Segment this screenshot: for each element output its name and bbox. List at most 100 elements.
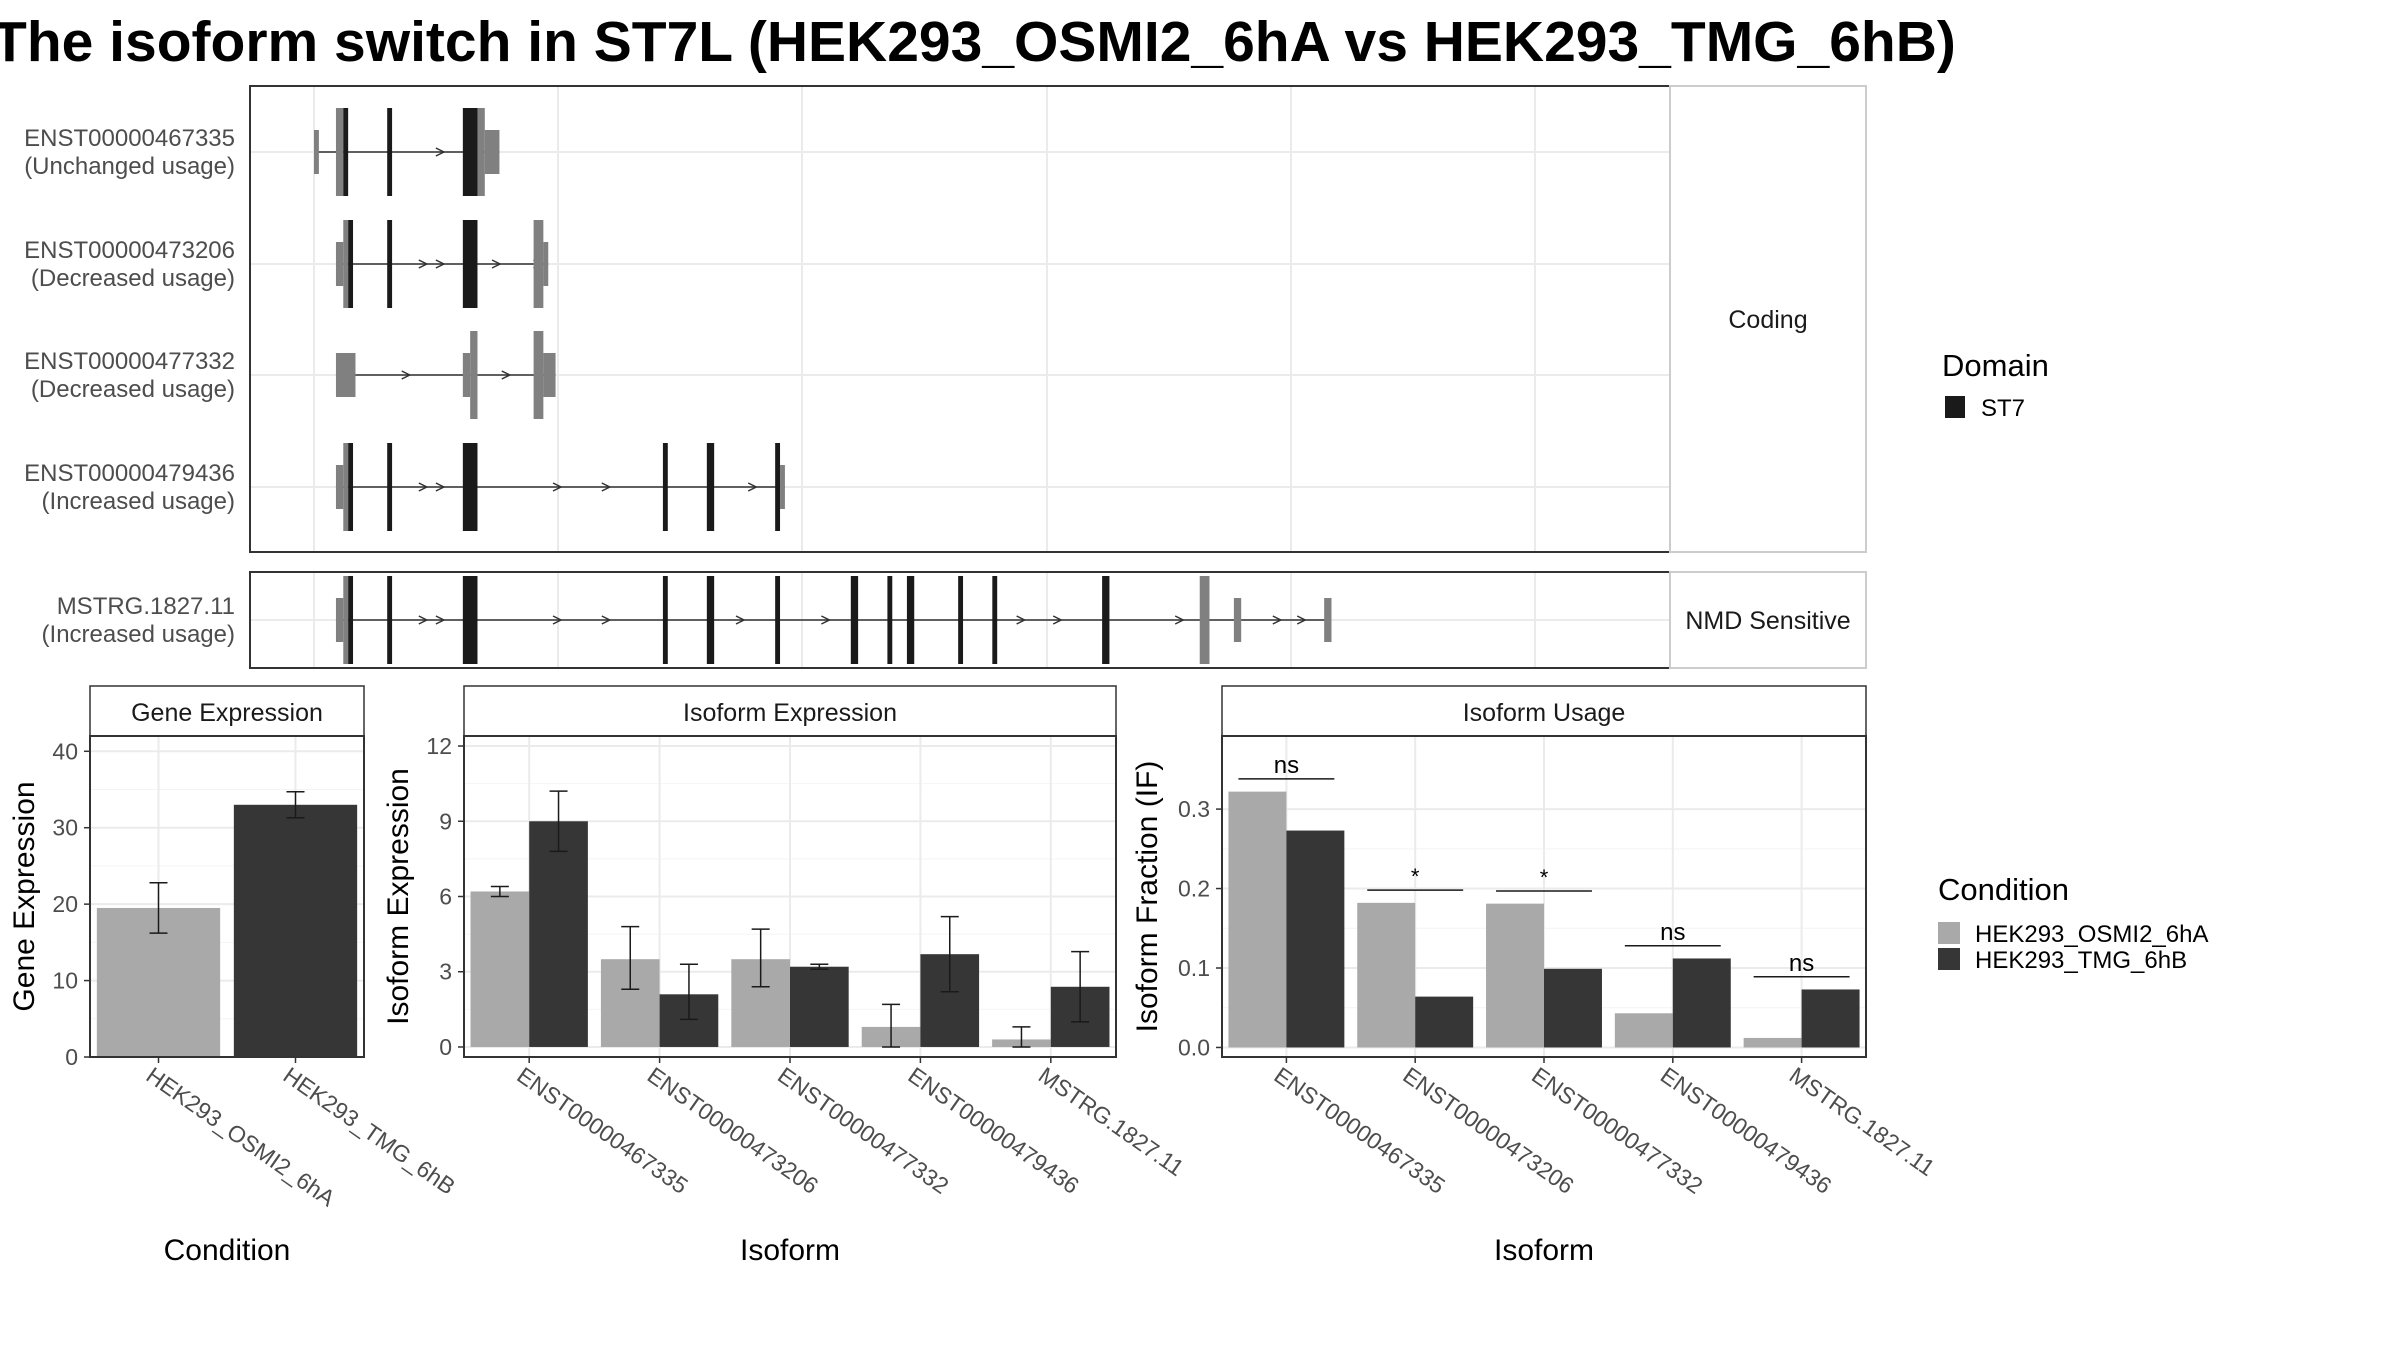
exon-noncoding <box>1324 598 1332 642</box>
bar-osmi2-1 <box>1228 791 1287 1048</box>
panel-border <box>89 735 365 1058</box>
intron-direction-arrow <box>418 259 429 269</box>
exon-domain <box>662 576 668 664</box>
intron-direction-arrow <box>491 259 502 269</box>
intron-direction-arrow <box>1174 615 1185 625</box>
panel-title: Isoform Expression <box>683 699 897 727</box>
transcript-id-label: ENST00000479436 <box>24 460 235 487</box>
y-tick-label: 0.3 <box>1178 796 1210 822</box>
exon-noncoding <box>533 331 544 419</box>
x-axis-title: Isoform <box>740 1234 840 1267</box>
y-axis-title: Gene Expression <box>8 781 41 1011</box>
exon-noncoding <box>543 353 556 397</box>
significance-label: ns <box>1274 752 1299 779</box>
panel-title: Isoform Usage <box>1463 699 1626 727</box>
legend-title: Condition <box>1938 872 2069 907</box>
bar-tmg-4 <box>1672 958 1731 1048</box>
error-bar <box>549 790 568 853</box>
exon-domain <box>462 108 478 196</box>
y-tick-label: 0.0 <box>1178 1034 1210 1060</box>
exon-domain <box>387 108 393 196</box>
transcript-usage-label: (Increased usage) <box>42 621 235 648</box>
exon-noncoding <box>314 130 319 174</box>
bar-tmg-1 <box>529 821 588 1047</box>
chart-title: The isoform switch in ST7L (HEK293_OSMI2… <box>0 10 1956 74</box>
bar-osmi2-1 <box>470 891 530 1047</box>
significance-label: ns <box>1789 950 1814 977</box>
bar-tmg-1 <box>1286 830 1345 1048</box>
exon-noncoding <box>543 242 549 286</box>
exon-domain <box>1102 576 1110 664</box>
y-tick-label: 12 <box>426 733 452 759</box>
intron-direction-arrow <box>418 615 429 625</box>
intron-direction-arrow <box>435 147 446 157</box>
y-tick-label: 0.2 <box>1178 876 1210 902</box>
bar-panel-2: Isoform Expression036912ENST00000467335E… <box>382 685 1189 1267</box>
bar-tmg-5 <box>1801 989 1860 1048</box>
transcript-usage-label: (Decreased usage) <box>31 376 235 403</box>
exon-domain <box>462 443 478 531</box>
exon-domain <box>706 443 715 531</box>
error-bar <box>286 791 305 819</box>
intron-direction-arrow <box>601 482 612 492</box>
bar-tmg-3 <box>790 966 849 1047</box>
facet-label: NMD Sensitive <box>1685 607 1850 635</box>
exon-domain <box>662 443 668 531</box>
transcript-id-label: ENST00000473206 <box>24 237 235 264</box>
y-axis-title: Isoform Expression <box>382 768 415 1025</box>
intron-direction-arrow <box>1272 615 1283 625</box>
x-axis-title: Isoform <box>1494 1234 1594 1267</box>
exon-noncoding <box>484 130 500 174</box>
bar-osmi2-2 <box>1357 902 1416 1048</box>
intron-direction-arrow <box>435 259 446 269</box>
exon-noncoding <box>470 331 478 419</box>
facet-strip <box>1669 571 1867 669</box>
legend-label: HEK293_TMG_6hB <box>1975 947 2187 974</box>
facet-strip <box>89 685 365 737</box>
y-tick-label: 3 <box>439 959 452 985</box>
exon-domain <box>387 220 393 308</box>
intron-direction-arrow <box>552 482 563 492</box>
exon-domain <box>348 443 354 531</box>
exon-noncoding <box>533 220 544 308</box>
intron-direction-arrow <box>501 370 512 380</box>
exon-domain <box>958 576 964 664</box>
y-axis-title: Isoform Fraction (IF) <box>1131 761 1164 1033</box>
intron-direction-arrow <box>401 370 412 380</box>
error-bar <box>621 925 640 991</box>
intron-direction-arrow <box>1052 615 1063 625</box>
bar-plots: Gene Expression010203040HEK293_OSMI2_6hA… <box>8 685 1940 1267</box>
legend-swatch <box>1938 948 1960 970</box>
y-tick-label: 6 <box>439 884 452 910</box>
structure-panel-2: NMD Sensitive MSTRG.1827.11(Increased usa… <box>42 571 1867 669</box>
exon-domain <box>992 576 998 664</box>
exon-domain <box>462 220 478 308</box>
y-tick-label: 0.1 <box>1178 955 1210 981</box>
y-tick-label: 10 <box>52 968 78 994</box>
exon-noncoding <box>335 108 344 196</box>
bar-tmg-3 <box>1544 968 1602 1048</box>
exon-domain <box>706 576 715 664</box>
bar-tmg-2 <box>1415 996 1474 1048</box>
transcript-id-label: ENST00000477332 <box>24 348 235 375</box>
domain-legend: Domain ST7 <box>1942 348 2049 422</box>
transcript-id-label: MSTRG.1827.11 <box>57 593 235 620</box>
legend-title: Domain <box>1942 348 2049 383</box>
exon-noncoding <box>462 353 471 397</box>
bar-osmi2-5 <box>1743 1037 1802 1048</box>
transcript-id-label: ENST00000467335 <box>24 125 235 152</box>
error-bar <box>751 928 770 988</box>
significance-label: * <box>1540 865 1549 890</box>
x-axis-title: Condition <box>164 1234 291 1267</box>
y-tick-label: 9 <box>439 808 452 834</box>
exon-domain <box>343 108 349 196</box>
exon-noncoding <box>1199 576 1210 664</box>
error-bar <box>882 1003 901 1048</box>
intron-direction-arrow <box>435 482 446 492</box>
facet-strip <box>1669 85 1867 553</box>
